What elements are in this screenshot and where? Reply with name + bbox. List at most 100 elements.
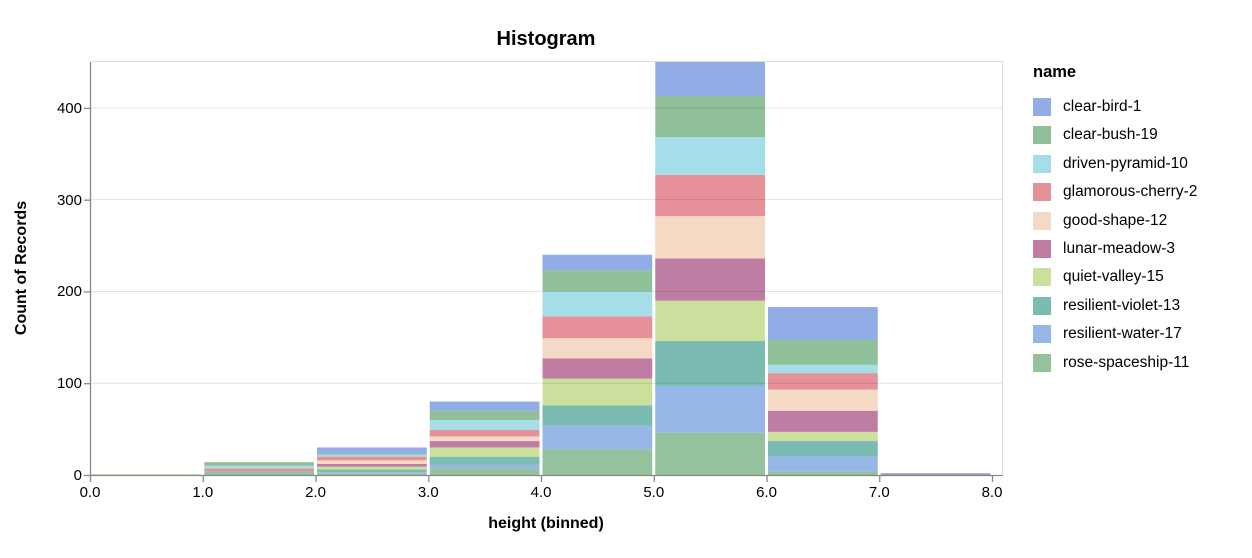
bar-segment-rose-spaceship-11 (429, 468, 540, 475)
legend-swatch-resilient-violet-13 (1033, 296, 1051, 315)
legend-item-lunar-meadow-3: lunar-meadow-3 (1033, 240, 1175, 258)
bar-segment-good-shape-12 (768, 389, 878, 411)
bar-segment-resilient-violet-13 (429, 456, 540, 465)
legend-swatch-lunar-meadow-3 (1033, 240, 1051, 258)
x-tick-label-3.0: 3.0 (417, 484, 439, 501)
legend-label: glamorous-cherry-2 (1063, 183, 1198, 201)
x-tick-label-6.0: 6.0 (756, 484, 777, 501)
bar-segment-resilient-water-17 (768, 456, 878, 472)
bar-segment-lunar-meadow-3 (655, 258, 765, 301)
x-axis-title: height (binned) (488, 515, 604, 532)
legend-label: lunar-meadow-3 (1063, 240, 1175, 257)
y-tick-label-400: 400 (56, 99, 82, 117)
x-tick-label-2.0: 2.0 (305, 484, 326, 501)
legend-label: rose-spaceship-11 (1063, 353, 1190, 371)
bar-segment-good-shape-12 (429, 436, 540, 442)
bar-segment-rose-spaceship-11 (768, 471, 878, 475)
legend-swatch-clear-bird-1 (1033, 98, 1051, 116)
legend-label: resilient-violet-13 (1063, 296, 1181, 314)
bar-segment-resilient-violet-13 (542, 405, 653, 426)
chart-title: Histogram (496, 28, 596, 50)
bar-segment-resilient-water-17 (429, 464, 540, 469)
legend: name clear-bird-1 clear-bush-19 driven-pyr… (1033, 63, 1197, 372)
bar-segment-resilient-water-17 (542, 425, 653, 450)
legend-item-good-shape-12: good-shape-12 (1033, 211, 1168, 230)
legend-label: good-shape-12 (1063, 211, 1168, 229)
bar-segment-driven-pyramid-10 (655, 137, 765, 175)
bar-segment-resilient-violet-13 (768, 441, 878, 457)
legend-label: quiet-valley-15 (1063, 268, 1164, 286)
legend-swatch-good-shape-12 (1033, 211, 1051, 230)
legend-swatch-clear-bush-19 (1033, 126, 1051, 145)
x-tick-label-1.0: 1.0 (192, 484, 214, 501)
bar-segment-good-shape-12 (655, 216, 765, 259)
legend-item-resilient-violet-13: resilient-violet-13 (1033, 296, 1181, 315)
y-axis-title: Count of Records (13, 200, 30, 336)
y-tick-label-0: 0 (73, 467, 82, 484)
bar-segment-resilient-water-17 (317, 472, 427, 474)
bar-segment-rose-spaceship-11 (204, 471, 314, 475)
bar-segment-good-shape-12 (317, 460, 427, 464)
bar-segment-glamorous-cherry-2 (655, 174, 765, 217)
bar-segment-clear-bird-1 (429, 401, 540, 411)
bar-segment-good-shape-12 (542, 338, 653, 359)
bar-segment-rose-spaceship-11 (542, 449, 653, 475)
x-tick-label-4.0: 4.0 (530, 484, 552, 501)
bar-segment-resilient-violet-13 (317, 469, 427, 473)
bar-segment-lunar-meadow-3 (768, 410, 878, 432)
bar-segment-quiet-valley-15 (429, 447, 540, 457)
bar-segment-clear-bush-19 (204, 462, 314, 466)
bar-segment-rose-spaceship-11 (317, 473, 427, 475)
bar-segment-clear-bird-1 (655, 62, 765, 96)
bar-segment-clear-bush-19 (429, 410, 540, 420)
bar-segment-clear-bird-1 (768, 307, 878, 341)
x-tick-label-7.0: 7.0 (868, 484, 890, 501)
bar-segment-clear-bush-19 (655, 95, 765, 138)
legend-item-rose-spaceship-11: rose-spaceship-11 (1033, 353, 1190, 372)
legend-item-clear-bird-1: clear-bird-1 (1033, 98, 1141, 116)
legend-item-clear-bush-19: clear-bush-19 (1033, 126, 1158, 145)
legend-item-glamorous-cherry-2: glamorous-cherry-2 (1033, 183, 1198, 202)
bar-segment-resilient-violet-13 (655, 341, 765, 386)
legend-item-quiet-valley-15: quiet-valley-15 (1033, 268, 1164, 287)
bar-segment-clear-bush-19 (317, 453, 427, 455)
x-tick-label-5.0: 5.0 (643, 484, 665, 501)
legend-title: name (1033, 63, 1077, 81)
bar-segment-glamorous-cherry-2 (317, 456, 427, 461)
y-tick-label-200: 200 (56, 283, 82, 301)
bar-segment-lunar-meadow-3 (542, 358, 653, 379)
bar-segment-clear-bird-1 (880, 473, 991, 475)
bar-segment-lunar-meadow-3 (317, 463, 427, 467)
bar-segment-glamorous-cherry-2 (429, 430, 540, 437)
bar-segment-glamorous-cherry-2 (768, 373, 878, 390)
bar-segment-quiet-valley-15 (655, 300, 765, 342)
legend-label: driven-pyramid-10 (1063, 154, 1188, 172)
x-tick-label-0.0: 0.0 (79, 484, 101, 501)
bar-segment-quiet-valley-15 (317, 466, 427, 470)
bar-segment-quiet-valley-15 (91, 474, 202, 475)
bar-segment-clear-bush-19 (542, 270, 653, 292)
bar-segment-clear-bird-1 (317, 447, 427, 454)
bar-segment-quiet-valley-15 (542, 378, 653, 406)
bar-segment-glamorous-cherry-2 (542, 316, 653, 339)
bar-segment-driven-pyramid-10 (429, 419, 540, 431)
bar-segment-glamorous-cherry-2 (204, 468, 314, 472)
bar-segment-driven-pyramid-10 (317, 454, 427, 457)
bar-segment-driven-pyramid-10 (542, 291, 653, 317)
legend-item-resilient-water-17: resilient-water-17 (1033, 325, 1182, 344)
x-tick-label-8.0: 8.0 (981, 484, 1003, 501)
legend-swatch-rose-spaceship-11 (1033, 353, 1051, 372)
bar-segment-lunar-meadow-3 (880, 474, 991, 475)
y-tick-label-300: 300 (56, 191, 82, 209)
legend-label: clear-bird-1 (1063, 98, 1142, 115)
bar-segment-lunar-meadow-3 (429, 441, 540, 448)
legend-swatch-quiet-valley-15 (1033, 268, 1051, 287)
bar-segment-clear-bush-19 (768, 340, 878, 365)
bar-segment-driven-pyramid-10 (768, 364, 878, 374)
legend-swatch-glamorous-cherry-2 (1033, 183, 1051, 202)
y-tick-label-100: 100 (56, 375, 82, 393)
bar-segment-resilient-water-17 (655, 385, 765, 433)
bar-segment-clear-bird-1 (542, 254, 653, 271)
